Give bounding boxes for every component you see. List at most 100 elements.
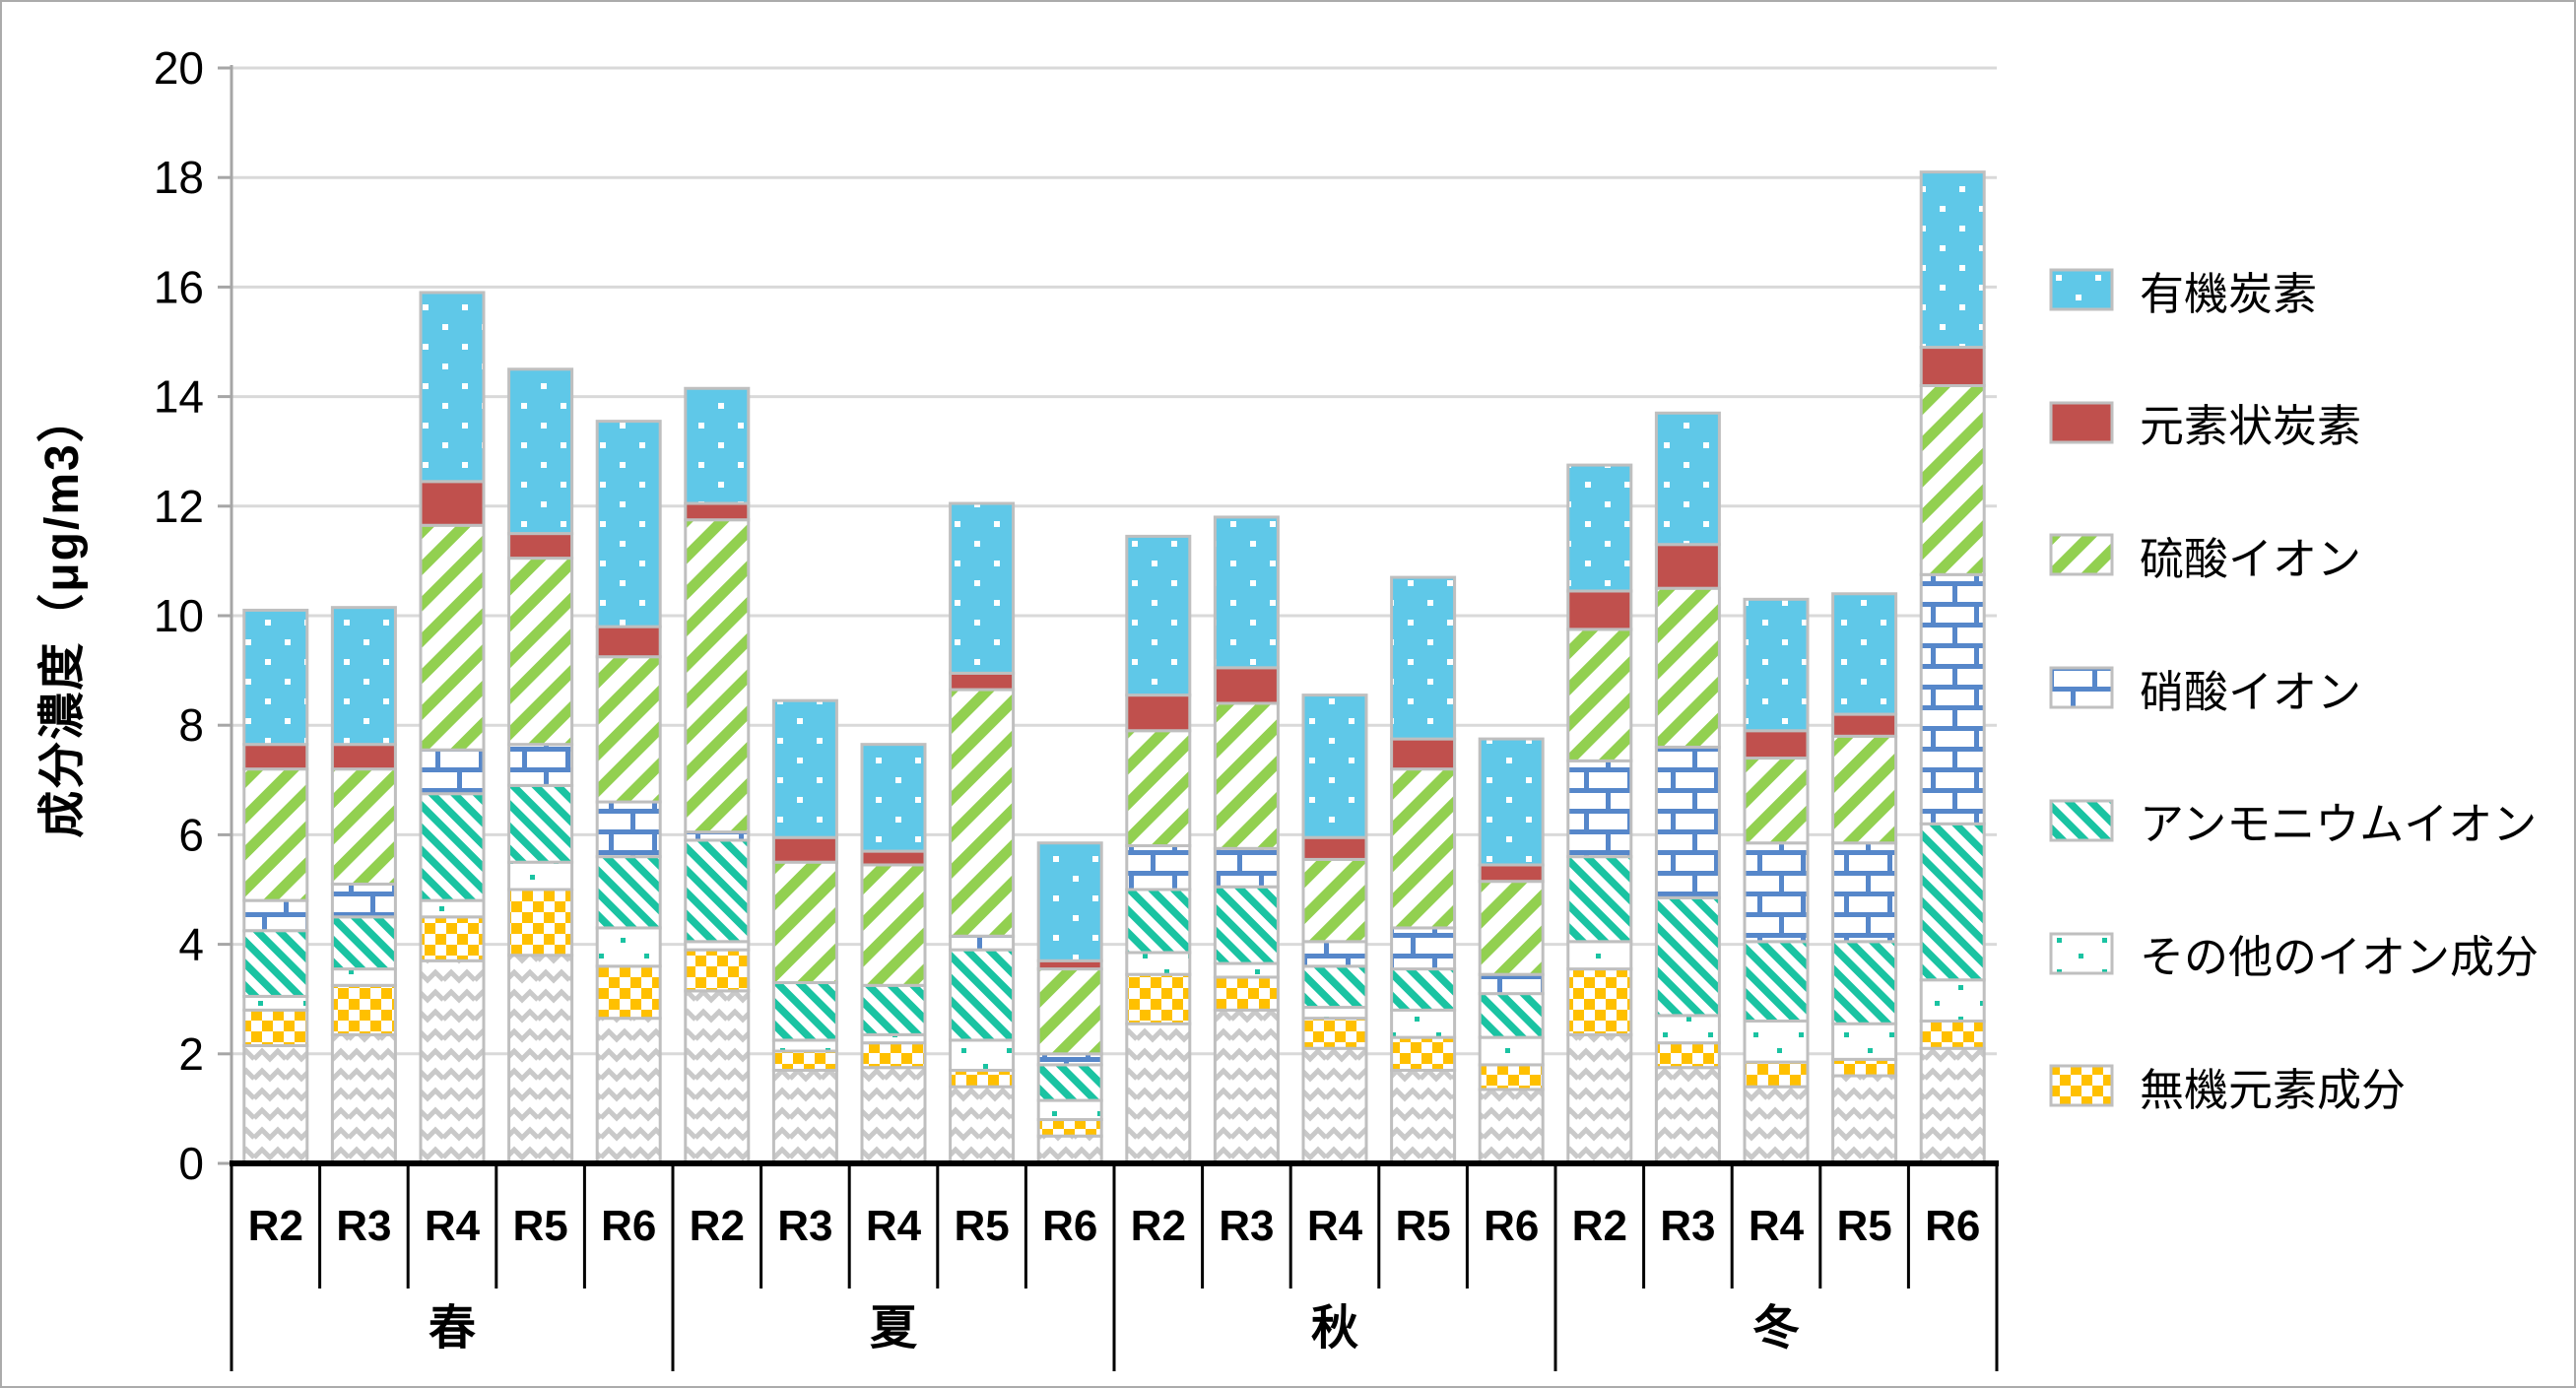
bar-segment-inorganic [1390, 1035, 1457, 1072]
bar-segment-ec [1390, 737, 1457, 771]
bar-segment-other_unlabeled [1831, 1074, 1898, 1165]
bar-segment-sulfate [595, 655, 662, 804]
bar-segment-inorganic [595, 964, 662, 1021]
bar-segment-ammonium [1301, 964, 1368, 1010]
bar-segment-other_ions [419, 898, 486, 919]
bar-segment-ec [595, 625, 662, 659]
bar-segment-oc [1301, 694, 1368, 839]
bar-segment-ammonium [1125, 888, 1192, 955]
x-tick-label-year: R2 [1131, 1202, 1186, 1250]
bar-segment-oc [419, 291, 486, 484]
bar-segment-sulfate [771, 860, 838, 985]
bar-segment-inorganic [507, 888, 574, 958]
bar-segment-nitrate [1036, 1052, 1103, 1067]
bar-segment-sulfate [1919, 383, 1986, 576]
y-tick-label: 10 [154, 590, 204, 641]
legend-label-ec: 元素状炭素 [2140, 401, 2362, 452]
bar-segment-sulfate [1743, 757, 1810, 845]
bar-segment-sulfate [1213, 701, 1280, 850]
bar-segment-ammonium [1654, 895, 1721, 1018]
bar-segment-other_ions [242, 994, 309, 1012]
bar-segment-nitrate [242, 898, 309, 933]
bar-segment-ammonium [771, 981, 838, 1042]
x-tick-label-year: R5 [512, 1202, 567, 1250]
y-tick-label: 0 [178, 1138, 204, 1189]
bar-segment-other_ions [949, 1038, 1016, 1072]
x-tick-label-year: R2 [248, 1202, 303, 1250]
x-tick-label-year: R4 [425, 1202, 481, 1250]
bar-segment-ec [242, 743, 309, 771]
bar-segment-sulfate [330, 767, 397, 886]
x-tick-label-year: R3 [777, 1202, 832, 1250]
bar-segment-oc [771, 698, 838, 839]
bar-segment-other_unlabeled [330, 1032, 397, 1165]
bar-segment-sulfate [1654, 586, 1721, 749]
y-tick-label: 12 [154, 481, 204, 532]
bar-segment-nitrate [1478, 972, 1545, 996]
bar-segment-inorganic [1919, 1019, 1986, 1050]
bar-segment-nitrate [1743, 841, 1810, 944]
bar-segment-ammonium [1036, 1063, 1103, 1102]
x-tick-label-year: R6 [601, 1202, 656, 1250]
bar-segment-ammonium [1566, 855, 1633, 944]
legend-label-ammonium: アンモニウムイオン [2140, 799, 2538, 850]
bar-segment-oc [1919, 170, 1986, 350]
bar-segment-other_unlabeled [1390, 1068, 1457, 1165]
bar-segment-nitrate [949, 934, 1016, 952]
bar-segment-sulfate [1831, 734, 1898, 845]
bar-segment-other_ions [1831, 1022, 1898, 1061]
bar-segment-ec [1566, 589, 1633, 631]
bar-segment-other_ions [1036, 1098, 1103, 1122]
legend-swatch-sulfate [2049, 533, 2114, 576]
bar-segment-other_ions [507, 860, 574, 892]
bar-segment-nitrate [1301, 940, 1368, 968]
x-tick-label-year: R3 [336, 1202, 391, 1250]
bar-segment-other_unlabeled [1478, 1088, 1545, 1165]
bar-segment-ec [330, 743, 397, 771]
bar-segment-other_unlabeled [419, 958, 486, 1165]
bar-segment-inorganic [1301, 1017, 1368, 1050]
bar-segment-ammonium [330, 915, 397, 971]
bar-segment-ec [1831, 712, 1898, 738]
y-tick-label: 18 [154, 152, 204, 203]
bar-segment-other_ions [1478, 1035, 1545, 1067]
bar-segment-inorganic [1125, 972, 1192, 1025]
bar-segment-other_unlabeled [1743, 1085, 1810, 1165]
x-tick-label-year: R2 [690, 1202, 745, 1250]
bar-segment-oc [1036, 841, 1103, 962]
bar-segment-inorganic [1654, 1041, 1721, 1070]
bar-segment-sulfate [860, 863, 927, 987]
bar-segment-other_unlabeled [1654, 1066, 1721, 1165]
x-tick-label-year: R3 [1219, 1202, 1274, 1250]
bar-segment-other_unlabeled [507, 954, 574, 1165]
legend-swatch-oc [2049, 268, 2114, 311]
bar-segment-other_ions [1390, 1008, 1457, 1039]
x-tick-label-year: R3 [1660, 1202, 1715, 1250]
legend-swatch-ammonium [2049, 799, 2114, 842]
bar-segment-sulfate [684, 518, 751, 834]
bar-segment-sulfate [1125, 729, 1192, 848]
x-tick-label-year: R5 [954, 1202, 1009, 1250]
bar-segment-nitrate [1831, 841, 1898, 944]
bar-segment-ec [1654, 543, 1721, 590]
bar-segment-ammonium [1390, 967, 1457, 1012]
bar-segment-nitrate [1125, 844, 1192, 892]
bar-segment-ec [507, 532, 574, 561]
bar-segment-sulfate [1301, 857, 1368, 944]
bar-segment-sulfate [1566, 628, 1633, 762]
bar-segment-oc [1478, 737, 1545, 867]
bar-segment-ammonium [242, 929, 309, 998]
bar-segment-other_ions [1919, 978, 1986, 1023]
bar-segment-oc [1566, 463, 1633, 593]
bar-segment-other_unlabeled [1566, 1032, 1633, 1165]
legend-label-other_ions: その他のイオン成分 [2140, 932, 2540, 982]
bar-segment-ec [860, 849, 927, 867]
x-tick-label-year: R5 [1395, 1202, 1450, 1250]
legend-item-nitrate: 硝酸イオン [2049, 661, 2361, 717]
bar-segment-ammonium [1743, 940, 1810, 1023]
bar-segment-ammonium [1919, 822, 1986, 982]
bar-segment-oc [949, 501, 1016, 675]
legend-item-inorganic: 無機元素成分 [2049, 1059, 2406, 1115]
legend-label-inorganic: 無機元素成分 [2140, 1064, 2407, 1115]
